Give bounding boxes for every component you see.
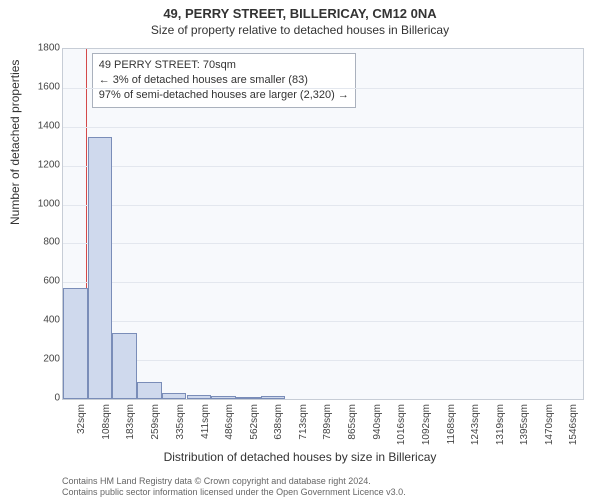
x-tick-label: 562sqm	[249, 404, 260, 464]
footer-line-2: Contains public sector information licen…	[62, 487, 592, 498]
histogram-bar	[137, 382, 162, 399]
gridline	[63, 360, 583, 361]
histogram-bar	[236, 397, 261, 399]
y-tick-label: 0	[28, 393, 60, 404]
x-tick-label: 1168sqm	[446, 404, 457, 464]
x-tick-label: 411sqm	[200, 404, 211, 464]
y-tick-label: 800	[28, 237, 60, 248]
gridline	[63, 321, 583, 322]
info-line-1: 49 PERRY STREET: 70sqm	[99, 58, 349, 73]
x-tick-label: 32sqm	[76, 404, 87, 464]
histogram-bar	[112, 333, 137, 399]
gridline	[63, 243, 583, 244]
gridline	[63, 282, 583, 283]
x-tick-label: 1319sqm	[495, 404, 506, 464]
y-axis-label: Number of detached properties	[8, 60, 22, 225]
histogram-bar	[63, 288, 88, 399]
x-tick-label: 1016sqm	[396, 404, 407, 464]
y-tick-label: 600	[28, 276, 60, 287]
x-tick-label: 865sqm	[347, 404, 358, 464]
histogram-bar	[88, 137, 113, 400]
x-tick-label: 335sqm	[175, 404, 186, 464]
y-tick-label: 1600	[28, 81, 60, 92]
x-tick-label: 789sqm	[322, 404, 333, 464]
x-tick-label: 1092sqm	[421, 404, 432, 464]
x-tick-label: 183sqm	[125, 404, 136, 464]
gridline	[63, 127, 583, 128]
x-tick-label: 1395sqm	[519, 404, 530, 464]
info-box: 49 PERRY STREET: 70sqm ← 3% of detached …	[92, 53, 356, 108]
info-line-3: 97% of semi-detached houses are larger (…	[99, 88, 349, 103]
y-tick-label: 400	[28, 315, 60, 326]
x-tick-label: 638sqm	[273, 404, 284, 464]
histogram-bar	[162, 393, 187, 399]
histogram-bar	[261, 396, 286, 399]
y-tick-label: 1800	[28, 43, 60, 54]
footer-line-1: Contains HM Land Registry data © Crown c…	[62, 476, 592, 487]
y-tick-label: 1400	[28, 120, 60, 131]
histogram-bar	[187, 395, 212, 399]
x-tick-label: 259sqm	[150, 404, 161, 464]
histogram-bar	[211, 396, 236, 399]
gridline	[63, 166, 583, 167]
footer-attribution: Contains HM Land Registry data © Crown c…	[62, 476, 592, 498]
plot-area: 49 PERRY STREET: 70sqm ← 3% of detached …	[62, 48, 584, 400]
page-title: 49, PERRY STREET, BILLERICAY, CM12 0NA	[0, 0, 600, 21]
x-tick-label: 108sqm	[101, 404, 112, 464]
x-tick-label: 486sqm	[224, 404, 235, 464]
page-subtitle: Size of property relative to detached ho…	[0, 21, 600, 37]
y-tick-label: 1000	[28, 198, 60, 209]
gridline	[63, 88, 583, 89]
x-tick-label: 940sqm	[372, 404, 383, 464]
x-tick-label: 1546sqm	[568, 404, 579, 464]
y-tick-label: 200	[28, 354, 60, 365]
x-tick-label: 1470sqm	[544, 404, 555, 464]
y-tick-label: 1200	[28, 159, 60, 170]
info-line-2: ← 3% of detached houses are smaller (83)	[99, 73, 349, 88]
gridline	[63, 205, 583, 206]
x-tick-label: 713sqm	[298, 404, 309, 464]
x-tick-label: 1243sqm	[470, 404, 481, 464]
